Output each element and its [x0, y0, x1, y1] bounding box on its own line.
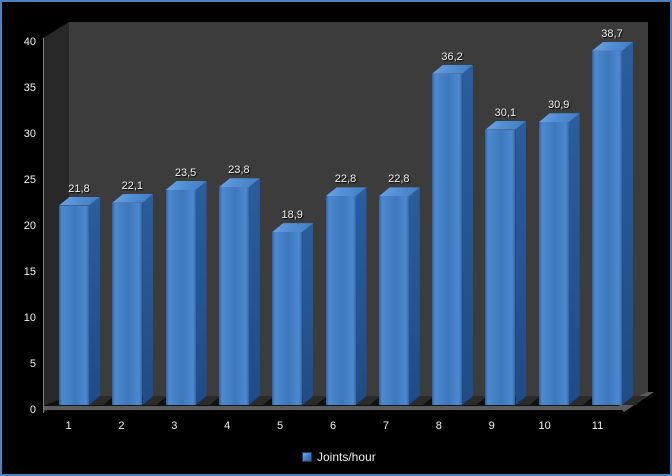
bar-top-face — [59, 196, 100, 206]
y-tick-label: 10 — [23, 312, 36, 324]
bar-shadow — [89, 396, 114, 405]
y-tick-label: 20 — [23, 220, 36, 232]
bar-top-face — [165, 180, 207, 190]
x-category-label: 7 — [382, 420, 389, 432]
bar-top-face — [432, 64, 474, 74]
y-tick-label: 40 — [23, 36, 36, 48]
bar-front-face — [538, 122, 569, 405]
bar-shadow — [142, 396, 168, 405]
bar-side-face — [248, 178, 260, 405]
bar-shadow — [408, 396, 434, 405]
bar-top-face — [272, 223, 314, 233]
bar-side-face — [302, 223, 314, 405]
bar-value-label: 38,7 — [601, 27, 623, 40]
y-tick-label: 35 — [23, 82, 36, 94]
x-category-label: 4 — [224, 420, 231, 432]
x-category-label: 3 — [171, 420, 178, 432]
x-category-label: 11 — [591, 420, 604, 432]
bar-value-label: 30,1 — [494, 106, 517, 119]
bar-top-face — [592, 41, 633, 51]
bar-shadow — [622, 396, 647, 405]
bar-value-label: 21,8 — [68, 182, 90, 195]
bar-shadow — [515, 396, 541, 405]
y-tick-label: 15 — [23, 266, 36, 278]
legend-series-label: Joints/hour — [317, 450, 376, 464]
bar-side-face — [622, 41, 633, 405]
bar-front-face — [378, 196, 409, 405]
bar-top-face — [378, 187, 420, 197]
bar-top-face — [538, 113, 580, 123]
bar-value-label: 36,2 — [441, 50, 463, 63]
bar-value-label: 23,8 — [228, 164, 250, 177]
bar-front-face — [112, 202, 143, 405]
bar-front-face — [59, 205, 89, 405]
bar-front-face — [432, 73, 463, 405]
bar-side-face — [568, 113, 580, 405]
x-category-label: 6 — [329, 420, 337, 432]
bar-shadow — [568, 396, 594, 405]
x-category-label: 5 — [277, 420, 284, 432]
legend: Joints/hour — [302, 449, 376, 465]
y-tick-label: 25 — [23, 174, 36, 186]
bar-top-face — [218, 178, 260, 188]
bar-side-face — [195, 180, 207, 405]
y-tick-label: 30 — [23, 128, 36, 140]
bar-shadow — [302, 396, 328, 405]
bar-front-face — [218, 187, 249, 405]
y-axis-line — [43, 38, 44, 413]
y-tick-label: 5 — [29, 358, 36, 370]
legend-series-swatch-icon — [302, 452, 312, 462]
bar-front-face — [485, 129, 516, 405]
bar-front-face — [325, 196, 356, 405]
x-category-label: 9 — [488, 420, 495, 432]
x-category-label: 8 — [435, 420, 442, 432]
bar-top-face — [325, 187, 367, 197]
bar-side-face — [408, 187, 420, 405]
bar-front-face — [272, 232, 303, 405]
chart-floor-front-edge — [43, 406, 622, 410]
bar-side-face — [515, 120, 527, 405]
bar-top-face — [112, 193, 154, 203]
bar-front-face — [165, 189, 196, 405]
bar-side-face — [355, 187, 367, 405]
bar-value-label: 18,9 — [281, 209, 303, 222]
x-category-label: 10 — [538, 420, 551, 432]
bar-shadow — [355, 396, 381, 405]
bar-side-face — [89, 196, 100, 405]
bar-shadow — [195, 396, 221, 405]
bar-shadow — [462, 396, 488, 405]
bar-value-label: 22,8 — [334, 173, 357, 186]
bar-side-face — [142, 193, 154, 405]
y-tick-label: 0 — [29, 404, 36, 416]
bar-value-label: 22,8 — [388, 173, 410, 186]
bar-shadow — [248, 396, 274, 405]
x-category-label: 1 — [65, 420, 72, 432]
bar-top-face — [485, 120, 527, 130]
bar-value-label: 30,9 — [547, 99, 570, 112]
bar-side-face — [462, 64, 474, 405]
bar-front-face — [592, 50, 622, 405]
bar-value-label: 22,1 — [121, 179, 143, 192]
bar-value-label: 23,5 — [174, 166, 197, 179]
x-category-label: 2 — [118, 420, 125, 432]
